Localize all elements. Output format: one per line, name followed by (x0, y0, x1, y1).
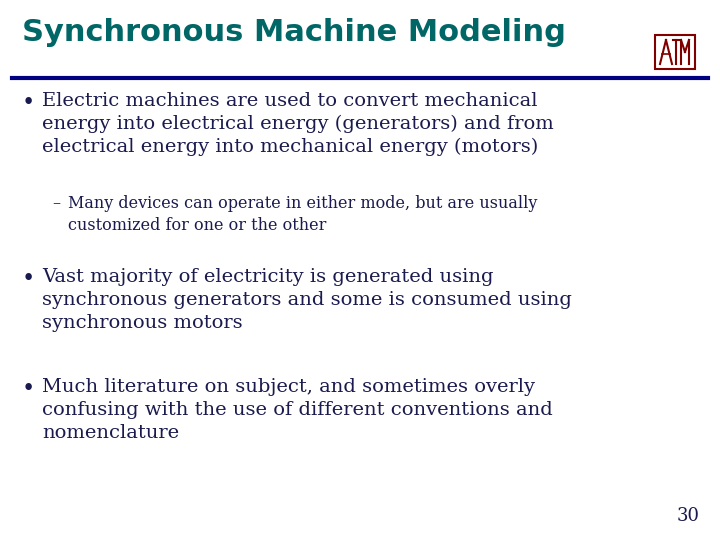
Text: •: • (22, 268, 35, 290)
Text: Many devices can operate in either mode, but are usually
customized for one or t: Many devices can operate in either mode,… (68, 195, 537, 233)
Text: Vast majority of electricity is generated using
synchronous generators and some : Vast majority of electricity is generate… (42, 268, 572, 332)
Text: Synchronous Machine Modeling: Synchronous Machine Modeling (22, 18, 566, 47)
Text: –: – (52, 195, 60, 212)
Text: •: • (22, 378, 35, 400)
Text: •: • (22, 92, 35, 114)
Text: Electric machines are used to convert mechanical
energy into electrical energy (: Electric machines are used to convert me… (42, 92, 554, 157)
Text: Much literature on subject, and sometimes overly
confusing with the use of diffe: Much literature on subject, and sometime… (42, 378, 553, 442)
Bar (655, 35, 695, 69)
Text: 30: 30 (677, 507, 700, 525)
